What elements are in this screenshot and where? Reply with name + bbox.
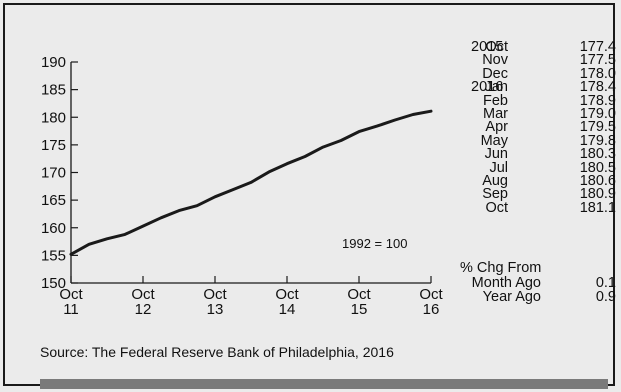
y-tick-label: 185 (41, 82, 66, 99)
table-month: Aug (482, 173, 508, 189)
axis-ticks: 150155160165170175180185190Oct11Oct12Oct… (41, 54, 444, 318)
y-tick-label: 175 (41, 137, 66, 154)
x-tick-label-year: 15 (351, 301, 368, 318)
table-value: 180.5 (579, 159, 616, 176)
y-tick-label: 160 (41, 220, 66, 237)
index-base-annotation: 1992 = 100 (342, 236, 407, 251)
table-value: 181.1 (579, 199, 616, 216)
table-month: Oct (485, 199, 508, 216)
table-value: 179.5 (579, 119, 616, 136)
y-tick-label: 170 (41, 165, 66, 182)
footer-bar (40, 379, 608, 389)
y-tick-label: 190 (41, 54, 66, 71)
table-value: 179.0 (579, 106, 616, 122)
table-year: 2015 (471, 39, 504, 55)
table-month: Sep (482, 186, 508, 203)
table-month: Jan (484, 79, 508, 96)
table-value: 178.9 (579, 92, 616, 109)
x-tick-label-month: Oct (131, 286, 155, 303)
y-tick-label: 155 (41, 247, 66, 264)
table-month: Jul (489, 159, 508, 176)
table-month: Dec (482, 65, 508, 82)
series-line-group (69, 109, 433, 256)
x-tick-label-month: Oct (59, 286, 83, 303)
change-title: % Chg From (460, 260, 542, 276)
x-tick-label-year: 16 (423, 301, 440, 318)
table-month: Mar (483, 106, 508, 122)
y-tick-label: 165 (41, 192, 66, 209)
table-value: 179.8 (579, 132, 616, 149)
source-note: Source: The Federal Reserve Bank of Phil… (40, 344, 394, 360)
table-value: 177.5 (579, 52, 616, 69)
x-tick-label-year: 13 (207, 301, 224, 318)
table-month: Jun (484, 146, 508, 163)
x-tick-label-month: Oct (203, 286, 227, 303)
x-tick-label-year: 11 (63, 301, 79, 318)
table-year: 2016 (471, 79, 504, 96)
y-tick-label: 150 (41, 275, 66, 292)
table-month: Feb (483, 92, 508, 109)
change-label: Month Ago (471, 275, 541, 291)
table-month: May (480, 132, 508, 149)
table-value: 180.9 (579, 186, 616, 203)
x-tick-label-month: Oct (419, 286, 443, 303)
change-value: 0.1 (595, 275, 616, 291)
change-label: Year Ago (482, 288, 541, 305)
table-value: 177.4 (579, 39, 616, 55)
table-value: 180.6 (579, 173, 616, 189)
table-value: 178.0 (579, 65, 616, 82)
x-tick-label-month: Oct (347, 286, 371, 303)
x-tick-label-month: Oct (275, 286, 299, 303)
x-tick-label-year: 14 (279, 301, 296, 318)
chart-frame (3, 3, 615, 386)
y-tick-label: 180 (41, 109, 66, 126)
table-month: Oct (485, 39, 508, 55)
table-month: Nov (482, 52, 508, 69)
table-value: 180.3 (579, 146, 616, 163)
table-month: Apr (485, 119, 508, 136)
table-value: 178.4 (579, 79, 616, 96)
x-tick-label-year: 12 (135, 301, 152, 318)
series-line (69, 109, 433, 256)
change-value: 0.9 (595, 288, 616, 305)
